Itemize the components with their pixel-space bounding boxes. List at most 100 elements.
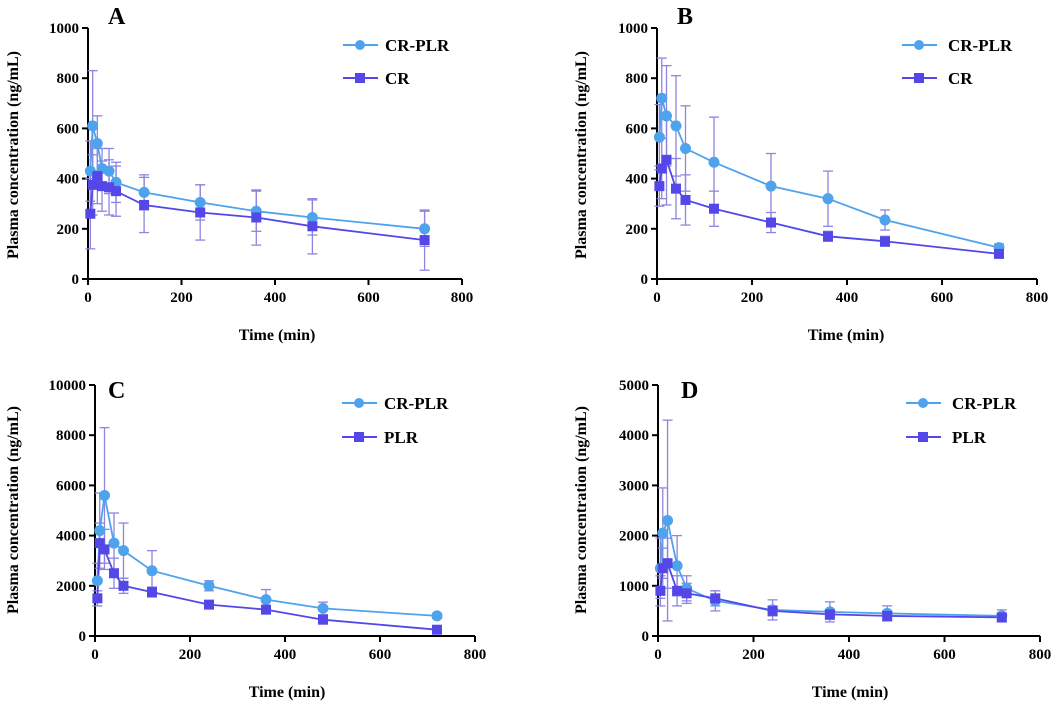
plot-area: 0 200 400 600 800 1000 0 200 400 600 800: [49, 21, 473, 306]
legend: CR-PLR PLR: [906, 394, 1017, 447]
legend-label: PLR: [952, 428, 987, 447]
legend-label: CR-PLR: [952, 394, 1017, 413]
data-point: [708, 156, 720, 168]
legend-item-cr-plr: CR-PLR: [902, 36, 1013, 55]
y-tick-label: 200: [626, 222, 649, 238]
x-tick-label: 600: [369, 647, 392, 663]
y-tick-label: 400: [57, 172, 80, 188]
legend-item-cr: CR: [902, 69, 973, 88]
data-point: [824, 609, 835, 620]
legend-square-icon: [918, 432, 928, 442]
data-point: [104, 182, 115, 193]
data-point: [318, 614, 328, 625]
data-point: [118, 545, 129, 557]
series-line-cr-plr: [96, 495, 438, 617]
legend: CR-PLR PLR: [342, 394, 449, 447]
x-tick-label: 600: [357, 290, 380, 306]
series-plr-errorbars: [92, 522, 442, 633]
y-tick-label: 600: [57, 121, 80, 137]
y-tick-label: 3000: [619, 478, 649, 494]
data-point: [87, 179, 98, 190]
legend-item-plr: PLR: [906, 428, 987, 447]
data-point: [260, 594, 272, 606]
y-tick-label: 800: [57, 71, 80, 87]
data-point: [680, 142, 691, 154]
series-line-cr-plr: [658, 98, 1000, 249]
x-tick-label: 800: [464, 647, 487, 663]
data-point: [94, 525, 106, 537]
series-plr-markers: [655, 558, 1007, 623]
data-point: [103, 165, 115, 177]
data-point: [85, 208, 96, 219]
x-axis-title: Time (min): [249, 684, 326, 701]
data-point: [139, 199, 150, 210]
data-point: [656, 92, 668, 104]
data-point: [662, 515, 674, 527]
data-point: [767, 605, 778, 616]
data-point: [87, 120, 99, 132]
data-point: [261, 604, 271, 615]
y-tick-label: 4000: [619, 428, 649, 444]
y-axis-title: Plasma concentration (ng/mL): [573, 51, 590, 259]
legend-circle-icon: [914, 40, 924, 50]
data-point: [419, 235, 430, 246]
x-tick-label: 200: [742, 647, 765, 663]
legend-square-icon: [914, 73, 924, 83]
legend-item-cr-plr: CR-PLR: [343, 36, 450, 55]
data-point: [92, 171, 103, 182]
legend-label: CR: [385, 69, 410, 88]
legend-circle-icon: [355, 40, 365, 50]
data-point: [710, 593, 721, 604]
series-cr-plr-markers: [91, 489, 443, 622]
data-point: [882, 610, 893, 621]
x-axis-title: Time (min): [812, 684, 889, 701]
legend-label: PLR: [384, 428, 419, 447]
series-line-cr-plr: [659, 517, 1002, 617]
data-point: [92, 593, 103, 604]
legend-square-icon: [355, 73, 365, 83]
x-tick-label: 600: [933, 647, 956, 663]
legend: CR-PLR CR: [902, 36, 1013, 88]
x-tick-label: 200: [179, 647, 202, 663]
legend-item-plr: PLR: [342, 428, 419, 447]
x-tick-label: 400: [274, 647, 297, 663]
data-point: [661, 154, 672, 165]
data-point: [996, 612, 1007, 623]
y-axis-title: Plasma concentration (ng/mL): [5, 51, 22, 259]
legend-item-cr-plr: CR-PLR: [342, 394, 449, 413]
data-point: [662, 558, 673, 569]
y-tick-label: 200: [57, 222, 80, 238]
x-tick-label: 800: [1026, 290, 1049, 306]
data-point: [251, 212, 262, 223]
panel-label: D: [681, 378, 698, 404]
panel-label: C: [108, 378, 125, 404]
x-tick-label: 800: [1029, 647, 1052, 663]
panel-d: D Plasma concentration (ng/mL) Time (min…: [573, 378, 1051, 701]
data-point: [432, 624, 442, 635]
plot-area: 0 200 400 600 800 1000 0 200 400 600 800: [618, 21, 1048, 306]
panel-c: C Plasma concentration (ng/mL) Time (min…: [5, 378, 486, 701]
data-point: [879, 214, 891, 226]
data-point: [681, 588, 692, 599]
series-cr-plr-markers: [654, 515, 1008, 622]
x-tick-label: 0: [653, 290, 661, 306]
data-point: [766, 217, 776, 228]
y-tick-label: 0: [72, 272, 80, 288]
y-tick-label: 1000: [618, 21, 648, 37]
data-point: [108, 537, 120, 549]
data-point: [111, 186, 122, 197]
y-tick-label: 2000: [619, 529, 649, 545]
y-tick-label: 10000: [49, 378, 87, 394]
legend-label: CR-PLR: [385, 36, 450, 55]
panel-label: B: [677, 4, 693, 30]
data-point: [99, 544, 110, 555]
series-cr-plr-errorbars: [655, 419, 1007, 623]
series-cr-plr-markers: [653, 92, 1005, 254]
y-tick-label: 2000: [56, 579, 86, 595]
data-point: [91, 137, 103, 149]
legend-label: CR-PLR: [384, 394, 449, 413]
x-tick-label: 0: [654, 647, 662, 663]
data-point: [822, 193, 834, 205]
